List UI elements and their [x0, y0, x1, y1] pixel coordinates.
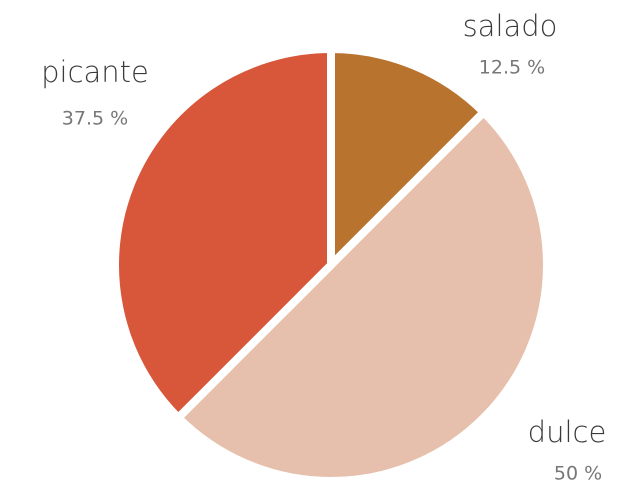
slice-label: picante — [41, 55, 149, 89]
value-label: 50 % — [554, 463, 602, 485]
pie-slice — [174, 108, 551, 485]
pie-slice — [327, 45, 488, 269]
slice-label: salado — [463, 9, 558, 43]
value-label: 12.5 % — [479, 57, 545, 79]
value-label: 37.5 % — [62, 108, 128, 130]
slice-label: dulce — [528, 415, 607, 449]
pie-slice — [111, 45, 335, 422]
